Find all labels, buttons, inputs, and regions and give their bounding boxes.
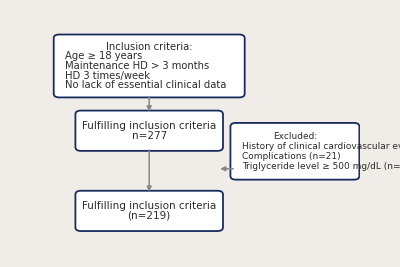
Text: History of clinical cardiovascular event (n=30): History of clinical cardiovascular event… [242,142,400,151]
Text: No lack of essential clinical data: No lack of essential clinical data [65,80,226,90]
Text: Age ≥ 18 years: Age ≥ 18 years [65,51,142,61]
FancyBboxPatch shape [76,191,223,231]
Text: Fulfilling inclusion criteria: Fulfilling inclusion criteria [82,201,216,211]
Text: Triglyceride level ≥ 500 mg/dL (n=7): Triglyceride level ≥ 500 mg/dL (n=7) [242,162,400,171]
Text: (n=219): (n=219) [128,211,171,221]
FancyBboxPatch shape [230,123,359,180]
Text: Maintenance HD > 3 months: Maintenance HD > 3 months [65,61,209,71]
Text: Excluded:: Excluded: [273,132,317,141]
Text: Fulfilling inclusion criteria: Fulfilling inclusion criteria [82,121,216,131]
FancyBboxPatch shape [54,34,245,97]
Text: Complications (n=21): Complications (n=21) [242,152,340,161]
Text: Inclusion criteria:: Inclusion criteria: [106,42,192,52]
Text: HD 3 times/week: HD 3 times/week [65,70,150,81]
FancyBboxPatch shape [76,111,223,151]
Text: n=277: n=277 [132,131,167,141]
